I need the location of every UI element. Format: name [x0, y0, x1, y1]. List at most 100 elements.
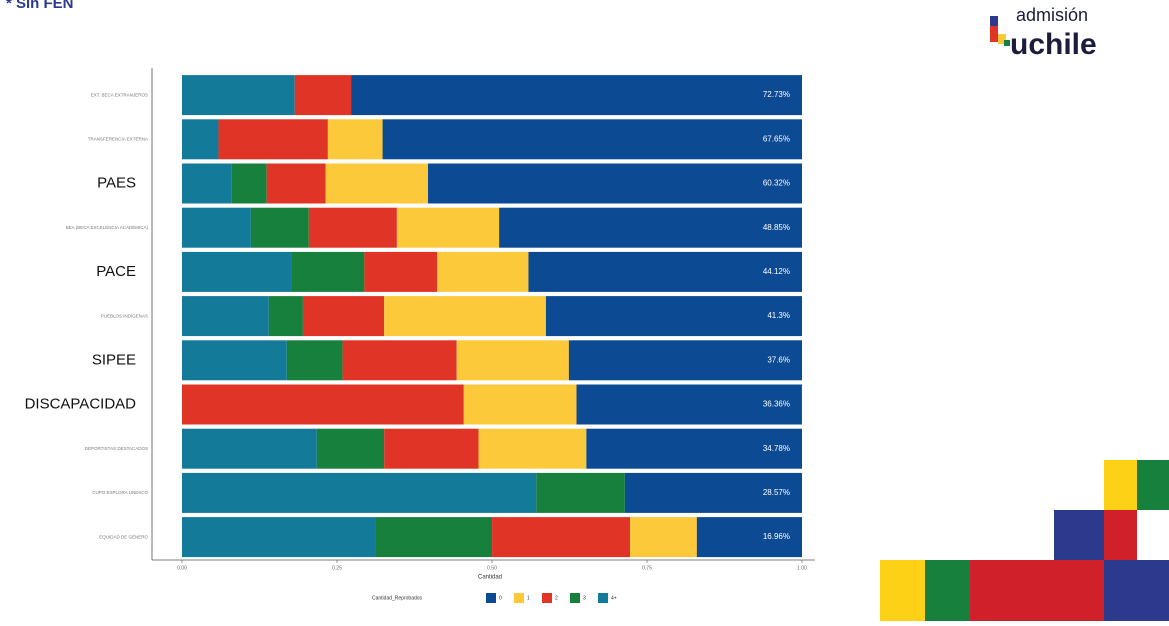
deco-square	[1137, 460, 1169, 510]
legend-label: 0	[499, 595, 502, 601]
y-tick-label: PACE	[96, 263, 136, 280]
bar-segment	[428, 163, 802, 204]
bar-segment	[182, 428, 317, 469]
bar-segment	[528, 251, 802, 292]
deco-square	[925, 560, 970, 621]
bar-segment	[182, 384, 464, 425]
logo-square	[990, 16, 998, 26]
legend-key	[598, 593, 608, 603]
logo-text: admisión	[1016, 5, 1088, 25]
legend-key	[570, 593, 580, 603]
note: * Sin FEN	[6, 0, 74, 12]
bar-segment	[286, 340, 343, 381]
bar-segment	[396, 207, 500, 248]
bar-segment	[231, 163, 267, 204]
y-tick-label: PUEBLOS INDÍGENAS	[101, 312, 148, 318]
bar-segment	[182, 340, 287, 381]
x-tick-label: 1.00	[797, 565, 807, 571]
value-label: 72.73%	[763, 90, 790, 99]
value-label: 36.36%	[763, 400, 790, 409]
bar-segment	[576, 384, 802, 425]
bar-segment	[384, 428, 479, 469]
y-tick-label: BEA (BECA EXCELENCIA ACADÉMICA)	[66, 224, 149, 230]
deco-square	[1104, 560, 1169, 621]
bar-segment	[630, 517, 697, 558]
legend-key	[514, 593, 524, 603]
legend-label: 2	[555, 595, 558, 601]
bar-segment	[266, 163, 326, 204]
value-label: 37.6%	[767, 355, 790, 364]
bar-segment	[492, 517, 631, 558]
decoration	[880, 460, 1169, 621]
value-label: 60.32%	[763, 179, 790, 188]
bar-segment	[218, 119, 328, 160]
deco-square	[880, 560, 925, 621]
bar-segment	[182, 472, 537, 513]
bar-segment	[364, 251, 438, 292]
bar-segment	[182, 251, 292, 292]
y-tick-label: TRANSFERENCIA EXTERNA	[88, 136, 148, 141]
bar-segment	[342, 340, 457, 381]
y-tick-label: SIPEE	[92, 351, 136, 368]
logo-square	[990, 26, 998, 42]
legend-key	[486, 593, 496, 603]
deco-square	[970, 560, 1104, 621]
bar-segment	[499, 207, 802, 248]
bar-segment	[568, 340, 802, 381]
y-tick-label: EXT. BECA EXTRANJEROS	[91, 92, 148, 97]
value-label: 67.65%	[763, 134, 790, 143]
legend-label: 1	[527, 595, 530, 601]
x-tick-label: 0.50	[487, 565, 497, 571]
bar-segment	[536, 472, 625, 513]
x-tick-label: 0.75	[642, 565, 652, 571]
logo-square	[998, 34, 1006, 44]
bar-segment	[182, 119, 219, 160]
bar-segment	[250, 207, 309, 248]
bar-segment	[478, 428, 587, 469]
bar-segment	[308, 207, 397, 248]
bar-segment	[182, 163, 232, 204]
bar-segment	[182, 517, 376, 558]
value-label: 41.3%	[767, 311, 790, 320]
bar-segment	[456, 340, 569, 381]
bar-segment	[463, 384, 577, 425]
bar-segment	[291, 251, 365, 292]
bar-segment	[325, 163, 429, 204]
value-label: 28.57%	[763, 488, 790, 497]
y-tick-label: DISCAPACIDAD	[25, 395, 137, 412]
bar-segment	[586, 428, 802, 469]
bar-segment	[182, 296, 269, 337]
value-label: 48.85%	[763, 223, 790, 232]
x-tick-label: 0.00	[177, 565, 187, 571]
deco-square	[1104, 460, 1137, 510]
value-label: 16.96%	[763, 532, 790, 541]
logo: admisión uchile	[990, 5, 1097, 61]
bar-segment	[182, 207, 251, 248]
x-axis-title: Cantidad	[478, 575, 502, 581]
y-tick-label: DEPORTISTAS DESTACADOS	[85, 446, 148, 451]
deco-square	[1054, 510, 1104, 560]
bar-segment	[268, 296, 303, 337]
plot: 0.00 0.25 0.50 0.75 1.00 EXT. BECA EXTRANJERO…	[25, 75, 807, 603]
bar-segment	[375, 517, 493, 558]
bar-segment	[624, 472, 802, 513]
logo-text: uchile	[1010, 28, 1097, 61]
bar-segment	[327, 119, 383, 160]
x-tick-label: 0.25	[332, 565, 342, 571]
bar-segment	[316, 428, 385, 469]
y-tick-label: CUPO EXPLORA UNESCO	[92, 490, 148, 495]
bar-segment	[294, 75, 352, 116]
bar-segment	[545, 296, 802, 337]
legend-key	[542, 593, 552, 603]
value-label: 44.12%	[763, 267, 790, 276]
deco-square	[1104, 510, 1137, 560]
bar-segment	[182, 75, 295, 116]
bar-segment	[382, 119, 802, 160]
bar-segment	[351, 75, 802, 116]
y-tick-label: PAES	[97, 174, 136, 191]
bar-segment	[437, 251, 529, 292]
legend-label: 3	[583, 595, 586, 601]
bar-segment	[384, 296, 546, 337]
bar-segment	[696, 517, 802, 558]
